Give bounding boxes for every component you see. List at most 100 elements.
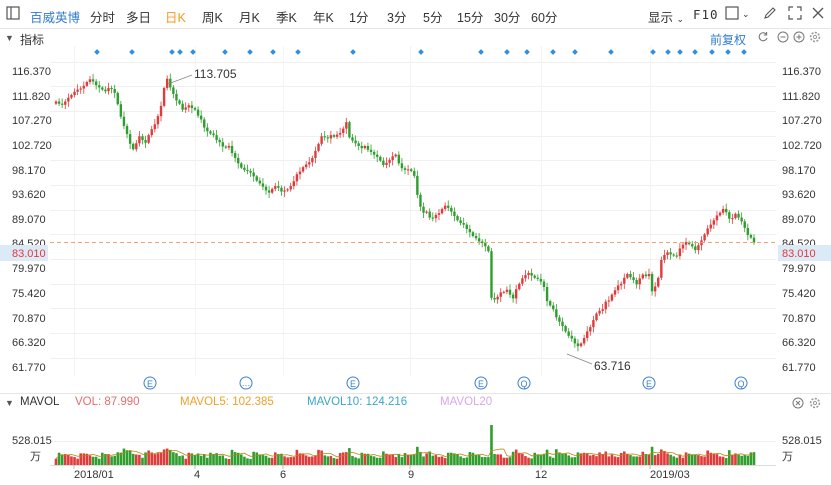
event-marker-text: E [646,379,652,389]
reset-icon[interactable] [757,31,769,43]
zoom-out-icon[interactable] [777,31,789,43]
indicator-label[interactable]: 指标 [20,33,45,47]
settings-gear-icon[interactable] [809,397,821,409]
candle-body [428,211,431,218]
event-dot [572,49,578,55]
volume-bar [406,454,410,465]
volume-bars [54,425,756,465]
event-dot [177,49,183,55]
volume-bar [715,454,719,465]
volume-bar [119,452,123,465]
event-marker-text: E [478,379,484,389]
volume-bar [218,455,221,465]
candle-body [91,79,95,82]
volume-bar [493,454,496,465]
price-tick-left: 89.070 [12,214,46,226]
close-icon[interactable] [811,6,825,20]
candle-body [657,277,660,287]
candle-body [558,317,561,322]
volume-bar [650,446,654,465]
candle-body [372,151,376,155]
caret-down-icon[interactable]: ▼ [5,398,14,408]
candle-body [233,153,237,158]
candle-body [703,234,706,241]
event-marker[interactable]: … [239,376,253,390]
volume-bar [187,452,191,465]
settings-gear-icon[interactable] [809,31,821,43]
volume-bar [666,453,669,465]
zoom-in-icon[interactable] [793,31,805,43]
tab-5min[interactable]: 5分 [423,11,443,25]
candle-body [150,129,153,136]
volume-bar [57,452,61,465]
volume-bar [323,455,326,465]
tab-15min[interactable]: 15分 [457,11,484,25]
tab-quarterly-k[interactable]: 季K [276,11,297,25]
volume-chart[interactable]: 528.015 万 528.015 万 2018/01 4 6 9 12 201… [0,412,831,485]
volume-bar [579,453,583,465]
tab-weekly-k[interactable]: 周K [202,11,223,25]
close-indicator-icon[interactable] [792,397,804,409]
tab-multi-day[interactable]: 多日 [126,11,152,25]
volume-bar [647,454,651,465]
event-marker[interactable]: Q [734,376,748,390]
event-marker[interactable]: E [642,376,656,390]
f10-button[interactable]: F10 [693,7,719,22]
tab-60min[interactable]: 60分 [531,11,558,25]
tab-monthly-k[interactable]: 月K [239,11,260,25]
display-menu[interactable]: 显示 ⌄ [648,7,684,26]
candle-body [564,326,567,332]
event-marker[interactable]: E [346,376,360,390]
volume-bar [277,454,280,465]
volume-bar [252,451,255,465]
tab-3min[interactable]: 3分 [387,11,407,25]
price-chart[interactable]: 116.370 111.820 107.270 102.720 98.170 9… [0,46,831,394]
candle-body [181,103,184,110]
tab-30min[interactable]: 30分 [494,11,521,25]
volume-bar [419,451,422,465]
volume-bar [162,449,166,465]
tab-yearly-k[interactable]: 年K [313,11,334,25]
volume-bar [697,455,700,465]
pencil-icon[interactable] [763,6,777,20]
volume-bar [743,455,747,465]
stock-name[interactable]: 百威英博 [30,11,81,25]
volume-indicator-label[interactable]: MAVOL [20,396,60,408]
volume-bar [206,457,209,465]
volume-bar [273,452,277,465]
event-dot [478,49,484,55]
tab-daily-k[interactable]: 日K [165,11,186,25]
volume-bar [335,458,339,465]
volume-bar [227,459,231,465]
candle-body [119,104,123,117]
candle-body [619,283,623,286]
volume-bar [202,454,206,465]
chevron-down-icon[interactable]: ⌄ [742,9,750,19]
candle-body [101,87,104,90]
candle-body [669,252,672,255]
candle-body [462,223,465,225]
candle-body [165,78,169,88]
fullscreen-icon[interactable] [788,6,802,20]
caret-down-icon[interactable]: ▼ [5,33,14,43]
price-tick-left: 70.870 [12,313,46,325]
volume-bar [181,455,184,465]
volume-bar [669,454,672,465]
sidebar-toggle-icon[interactable] [6,6,20,20]
event-marker[interactable]: E [474,376,488,390]
candle-body [382,160,385,165]
event-marker[interactable]: Q [517,376,531,390]
right-price-axis: 116.370 111.820 107.270 102.720 98.170 9… [782,66,822,374]
event-dot [665,49,671,55]
volume-bar [295,449,299,465]
candle-body [610,294,614,301]
volume-bar [70,456,73,465]
volume-bar [394,457,398,465]
checkbox-square-icon[interactable] [725,6,739,20]
tab-1min[interactable]: 1分 [349,11,369,25]
candle-body [338,132,342,135]
candle-body [153,124,157,130]
event-marker[interactable]: E [143,376,157,390]
tab-intraday[interactable]: 分时 [90,11,116,25]
price-adjust-toggle[interactable]: 前复权 [710,33,747,47]
